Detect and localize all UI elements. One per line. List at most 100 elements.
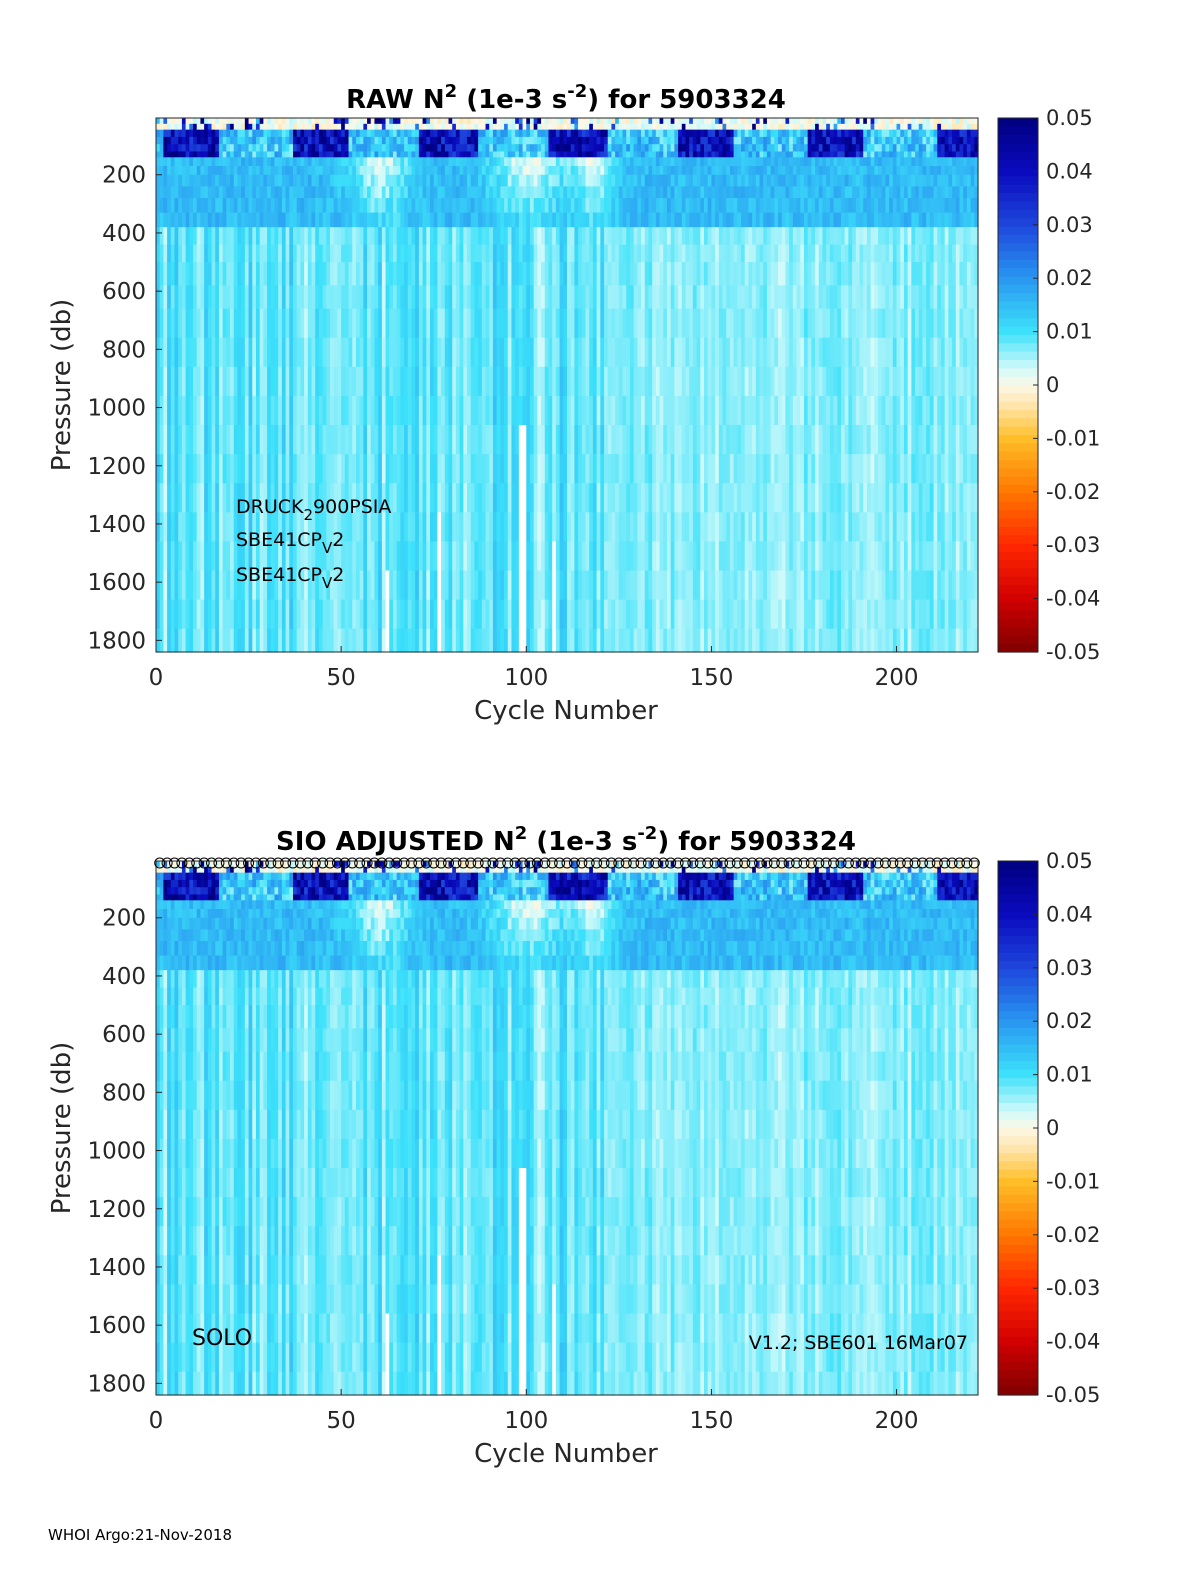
heatmap-cell: [507, 186, 513, 199]
heatmap-cell: [489, 212, 494, 228]
heatmap-cell: [618, 151, 624, 158]
heatmap-cell: [585, 454, 590, 484]
heatmap-cell: [811, 628, 816, 653]
heatmap-cell: [607, 186, 613, 199]
heatmap-cell: [174, 136, 179, 145]
heatmap-cell: [470, 366, 476, 397]
heatmap-cell: [692, 512, 698, 543]
heatmap-cell: [544, 599, 550, 630]
heatmap-cell: [263, 129, 268, 138]
heatmap-cell: [218, 512, 224, 543]
heatmap-cell: [533, 454, 538, 484]
heatmap-cell: [411, 366, 416, 397]
heatmap-cell: [574, 337, 579, 368]
heatmap-cell: [507, 157, 513, 167]
heatmap-cell: [474, 512, 479, 543]
heatmap-cell: [156, 512, 161, 543]
heatmap-cell: [248, 628, 253, 653]
heatmap-cell: [492, 136, 498, 145]
heatmap-cell: [163, 244, 168, 263]
heatmap-cell: [281, 285, 287, 310]
heatmap-cell: [241, 425, 246, 455]
heatmap-cell: [352, 395, 357, 426]
heatmap-cell: [652, 136, 657, 145]
heatmap-cell: [666, 227, 672, 246]
heatmap-cell: [185, 157, 190, 167]
heatmap-cell: [355, 285, 361, 310]
heatmap-cell: [689, 129, 694, 138]
heatmap-cell: [233, 541, 239, 572]
heatmap-cell: [222, 144, 227, 153]
heatmap-cell: [607, 151, 613, 158]
heatmap-cell: [381, 157, 387, 167]
heatmap-cell: [355, 425, 361, 455]
heatmap-cell: [648, 144, 653, 153]
heatmap-cell: [307, 337, 313, 368]
heatmap-cell: [181, 454, 187, 484]
heatmap-cell: [607, 227, 613, 246]
heatmap-cell: [737, 454, 742, 484]
heatmap-cell: [259, 118, 264, 125]
heatmap-cell: [522, 262, 527, 286]
heatmap-cell: [300, 136, 305, 145]
heatmap-cell: [474, 244, 479, 263]
heatmap-cell: [715, 227, 720, 246]
heatmap-cell: [570, 129, 576, 138]
heatmap-cell: [778, 541, 783, 572]
heatmap-cell: [263, 186, 268, 199]
heatmap-cell: [181, 166, 187, 176]
heatmap-cell: [811, 151, 816, 158]
heatmap-cell: [433, 151, 439, 158]
heatmap-cell: [433, 337, 439, 368]
heatmap-cell: [333, 425, 339, 455]
heatmap-cell: [663, 483, 668, 513]
heatmap-cell: [807, 129, 812, 138]
heatmap-cell: [318, 454, 324, 484]
heatmap-cell: [737, 123, 742, 131]
heatmap-cell: [452, 483, 457, 513]
heatmap-cell: [233, 512, 239, 543]
heatmap-cell: [533, 198, 538, 214]
heatmap-cell: [611, 166, 616, 176]
heatmap-cell: [726, 227, 731, 246]
heatmap-cell: [581, 262, 587, 286]
heatmap-cell: [215, 129, 220, 138]
heatmap-cell: [196, 118, 202, 125]
heatmap-cell: [226, 129, 231, 138]
heatmap-cell: [685, 244, 690, 263]
heatmap-cell: [367, 454, 372, 484]
heatmap-cell: [233, 285, 239, 310]
heatmap-cell: [337, 454, 342, 484]
heatmap-cell: [489, 262, 494, 286]
heatmap-cell: [796, 166, 801, 176]
heatmap-cell: [570, 570, 576, 601]
heatmap-cell: [467, 123, 472, 131]
heatmap-cell: [281, 123, 287, 131]
heatmap-cell: [778, 157, 783, 167]
heatmap-cell: [226, 136, 231, 145]
heatmap-cell: [607, 425, 613, 455]
heatmap-cell: [259, 123, 264, 131]
heatmap-cell: [585, 174, 590, 187]
heatmap-cell: [226, 212, 231, 228]
heatmap-cell: [611, 285, 616, 310]
heatmap-cell: [185, 285, 190, 310]
heatmap-cell: [163, 454, 168, 484]
heatmap-cell: [715, 157, 720, 167]
heatmap-cell: [281, 599, 287, 630]
heatmap-cell: [193, 198, 198, 214]
heatmap-cell: [211, 483, 216, 513]
heatmap-cell: [474, 366, 479, 397]
heatmap-cell: [537, 212, 542, 228]
heatmap-cell: [559, 212, 564, 228]
heatmap-cell: [185, 174, 190, 187]
heatmap-cell: [348, 118, 353, 125]
heatmap-cell: [318, 118, 324, 125]
heatmap-cell: [222, 628, 227, 653]
heatmap-cell: [452, 166, 457, 176]
heatmap-cell: [459, 541, 464, 572]
heatmap-cell: [574, 198, 579, 214]
heatmap-cell: [774, 454, 779, 484]
heatmap-cell: [330, 366, 335, 397]
heatmap-cell: [615, 425, 620, 455]
